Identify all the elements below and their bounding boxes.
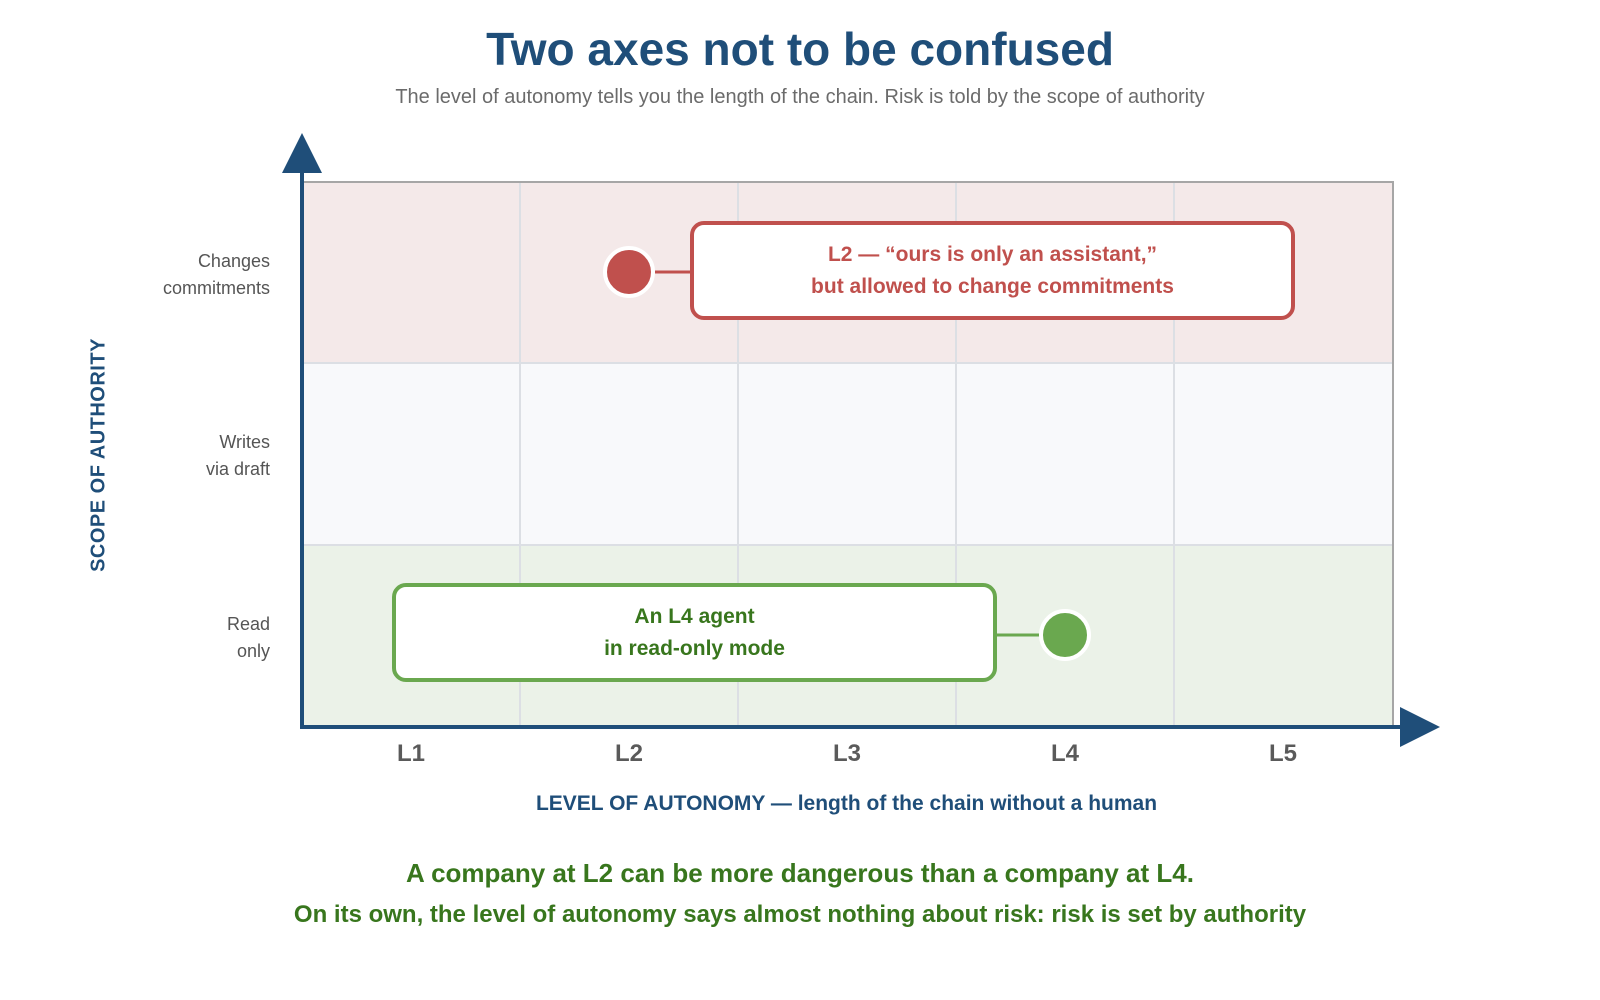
col-label-l4: L4 [1050, 740, 1079, 767]
point-l2-changes-commitments [603, 246, 655, 298]
conclusion-detail: On its own, the level of autonomy says a… [293, 901, 1307, 928]
y-axis-title: SCOPE OF AUTHORITY [87, 338, 110, 572]
conclusion-headline: A company at L2 can be more dangerous th… [406, 858, 1194, 888]
row-label-changes-commitments: Changes commitments [110, 248, 270, 302]
row-label-line: commitments [162, 278, 270, 298]
col-label-l1: L1 [396, 740, 425, 767]
page-title: Two axes not to be confused [486, 23, 1114, 75]
y-axis-arrow-icon [282, 133, 322, 173]
col-label-l3: L3 [832, 740, 861, 767]
band-writes-via-draft [302, 363, 1393, 545]
callout-line: but allowed to change commitments [811, 274, 1174, 298]
row-label-line: Changes [197, 251, 270, 271]
x-axis-arrow-icon [1400, 707, 1440, 747]
callout-line: L2 — “ours is only an assistant,” [827, 242, 1158, 266]
callout-line: in read-only mode [604, 636, 785, 660]
row-label-writes-via-draft: Writes via draft [110, 429, 270, 483]
page-subtitle: The level of autonomy tells you the leng… [395, 86, 1205, 108]
row-label-line: via draft [205, 459, 270, 479]
callout-line: An L4 agent [634, 604, 755, 628]
callout-l4-read-only: An L4 agent in read-only mode [392, 583, 997, 682]
row-label-line: only [236, 641, 270, 661]
col-label-l2: L2 [614, 740, 643, 767]
x-axis-title: LEVEL OF AUTONOMY — length of the chain … [535, 792, 1158, 815]
callout-l2-assistant: L2 — “ours is only an assistant,” but al… [690, 221, 1295, 320]
row-label-line: Read [226, 614, 270, 634]
row-label-line: Writes [219, 432, 270, 452]
row-label-read-only: Read only [110, 611, 270, 665]
col-label-l5: L5 [1268, 740, 1297, 767]
matrix-frame [302, 181, 1394, 727]
point-l4-read-only [1039, 609, 1091, 661]
